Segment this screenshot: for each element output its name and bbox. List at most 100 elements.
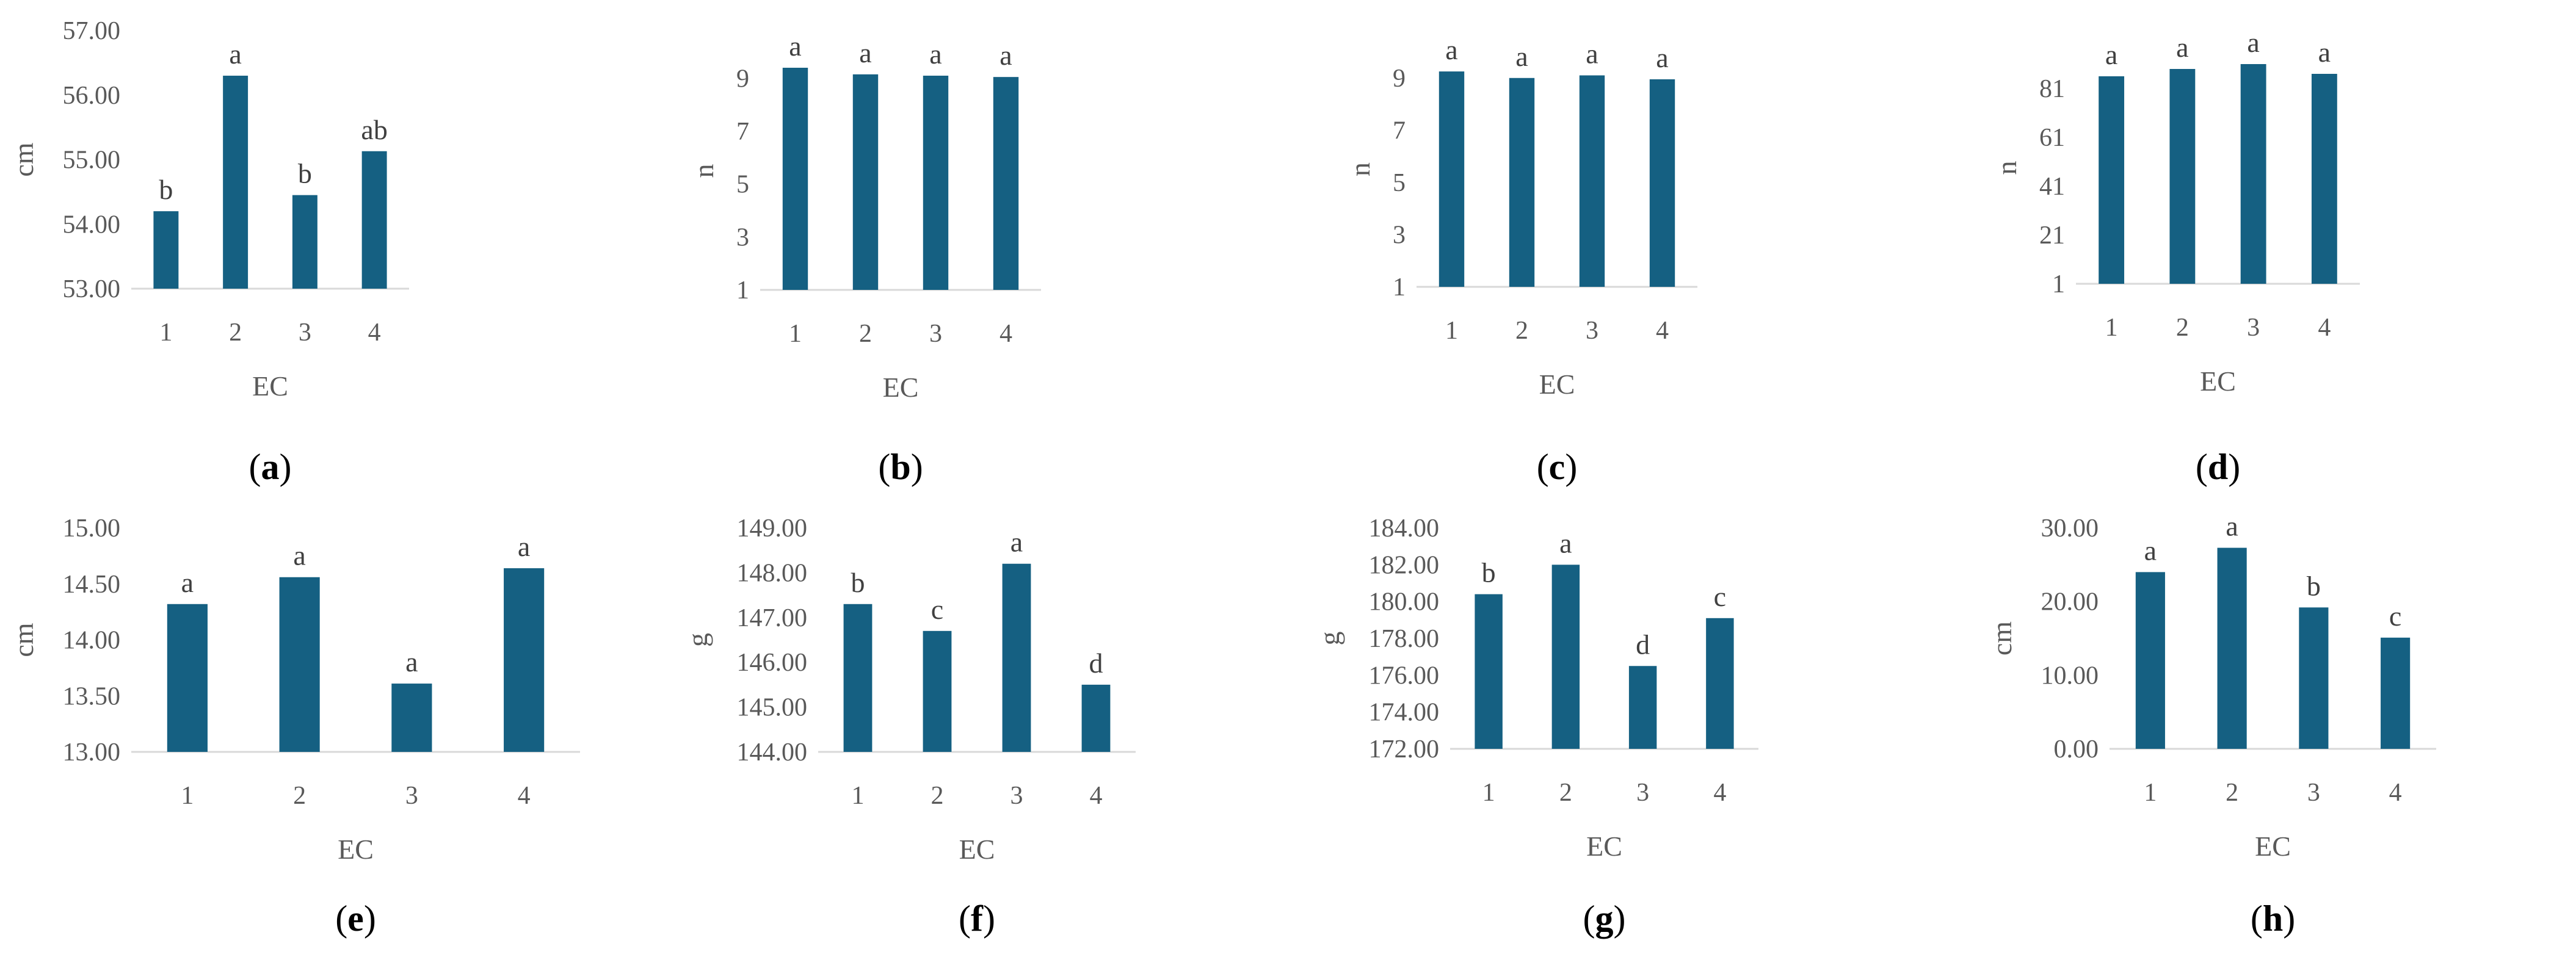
y-tick-label: 174.00 [1369, 699, 1440, 727]
x-axis-label: EC [1539, 369, 1575, 400]
chart-panel-h: 0.00 10.00 20.00 30.00 cm a 1 a 2 b 3 c 4 EC (h) [1986, 511, 2436, 939]
significance-letter: a [929, 38, 942, 70]
y-axis-label: n [1344, 162, 1376, 176]
significance-letter: a [1656, 42, 1668, 73]
y-tick-label: 148.00 [737, 559, 808, 587]
x-axis-label: EC [959, 834, 995, 865]
x-tick-label: 4 [368, 319, 381, 347]
bar-3 [1628, 666, 1657, 749]
y-axis-label: g [682, 633, 713, 647]
x-axis-label: EC [252, 370, 288, 402]
bar-1 [1475, 594, 1503, 749]
y-axis-label: n [1991, 161, 2022, 175]
significance-letter: b [851, 567, 865, 598]
x-tick-label: 2 [931, 782, 944, 810]
bar-1 [167, 604, 208, 752]
bar-2 [852, 74, 879, 290]
panel-caption-letter: f [971, 898, 984, 939]
y-tick-label: 13.50 [63, 682, 121, 710]
panel-caption: (e) [335, 898, 376, 939]
chart-panel-e: 13.00 13.50 14.00 14.50 15.00 cm a 1 a 2 a 3 a 4 EC (e) [8, 514, 580, 939]
y-tick-label: 54.00 [63, 211, 121, 239]
y-tick-label: 56.00 [63, 82, 121, 110]
bar-3 [1002, 563, 1031, 752]
significance-letter: c [931, 594, 943, 625]
bar-1 [843, 604, 873, 752]
significance-letter: a [1445, 34, 1457, 65]
bar-4 [993, 77, 1019, 291]
x-tick-label: 3 [2307, 779, 2320, 807]
bar-3 [1579, 75, 1605, 287]
x-tick-label: 4 [1656, 317, 1669, 345]
bar-2 [1551, 565, 1580, 749]
bar-4 [361, 151, 387, 289]
y-tick-label: 5 [1393, 169, 1406, 197]
x-tick-label: 1 [2144, 779, 2157, 807]
y-tick-label: 178.00 [1369, 625, 1440, 653]
panel-caption-letter: g [1595, 898, 1614, 939]
bar-2 [923, 630, 952, 752]
bar-4 [1649, 79, 1675, 287]
y-tick-label: 149.00 [737, 514, 808, 543]
y-tick-label: 57.00 [63, 17, 121, 45]
x-tick-label: 1 [181, 782, 194, 810]
x-tick-label: 2 [2176, 314, 2189, 342]
y-tick-label: 61 [2039, 124, 2065, 152]
y-tick-label: 3 [736, 223, 749, 251]
y-tick-label: 9 [736, 65, 749, 93]
y-axis-label: n [688, 164, 719, 178]
y-tick-label: 182.00 [1369, 551, 1440, 579]
y-tick-label: 180.00 [1369, 588, 1440, 616]
x-axis-label: EC [2200, 366, 2236, 397]
significance-letter: a [2226, 511, 2238, 542]
bar-2 [1509, 78, 1535, 287]
chart-panel-a: 53.00 54.00 55.00 56.00 57.00 cm b 1 a 2 b 3 ab 4 EC (a… [8, 17, 409, 487]
y-axis-label: cm [8, 142, 39, 176]
x-tick-label: 1 [852, 782, 865, 810]
y-tick-label: 10.00 [2041, 662, 2099, 690]
bar-4 [1706, 618, 1734, 749]
y-axis-label: g [1314, 632, 1345, 646]
bar-3 [391, 684, 432, 752]
x-axis-label: EC [338, 834, 374, 865]
panel-caption: (a) [249, 447, 292, 487]
significance-letter: b [298, 158, 312, 189]
y-tick-label: 145.00 [737, 694, 808, 722]
significance-letter: a [859, 37, 871, 68]
panel-caption-letter: e [347, 898, 364, 939]
x-tick-label: 1 [159, 319, 172, 347]
y-tick-label: 14.50 [63, 571, 121, 599]
significance-letter: a [1515, 41, 1528, 72]
y-tick-label: 81 [2039, 75, 2065, 103]
significance-letter: b [2307, 570, 2321, 601]
x-tick-label: 2 [2226, 779, 2238, 807]
significance-letter: d [1089, 648, 1103, 679]
bar-4 [1081, 684, 1111, 752]
x-tick-label: 1 [1482, 779, 1495, 807]
x-tick-label: 3 [1586, 317, 1598, 345]
significance-letter: a [2176, 32, 2188, 63]
significance-letter: c [1714, 581, 1726, 612]
x-tick-label: 4 [1090, 782, 1103, 810]
x-tick-label: 4 [518, 782, 531, 810]
chart-panel-b: 1 3 5 7 9 n a 1 a 2 a 3 a 4 EC (b) [688, 31, 1041, 487]
significance-letter: a [2105, 39, 2117, 70]
panel-caption: (g) [1583, 898, 1626, 939]
y-tick-label: 14.00 [63, 627, 121, 655]
significance-letter: a [293, 540, 305, 571]
panel-caption: (h) [2251, 898, 2295, 939]
bar-3 [2240, 64, 2266, 284]
panel-caption-letter: h [2263, 898, 2283, 939]
y-tick-label: 3 [1393, 221, 1406, 249]
bar-3 [2299, 607, 2329, 749]
x-tick-label: 3 [299, 319, 311, 347]
y-tick-label: 5 [736, 171, 749, 199]
y-tick-label: 176.00 [1369, 662, 1440, 690]
chart-panel-g: 172.00 174.00 176.00 178.00 180.00 182.00 184.… [1314, 514, 1758, 939]
y-tick-label: 41 [2039, 173, 2065, 201]
y-tick-label: 1 [736, 276, 749, 305]
x-tick-label: 4 [1000, 320, 1012, 348]
panel-caption: (d) [2196, 447, 2240, 487]
y-tick-label: 1 [2052, 270, 2065, 298]
